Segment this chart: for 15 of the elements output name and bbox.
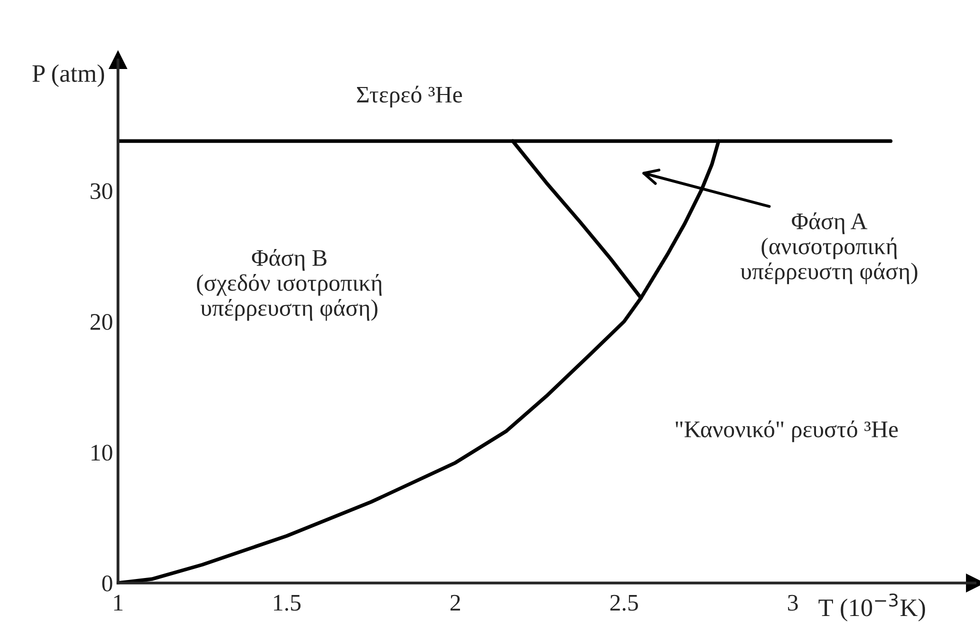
x-tick-label: 2.5 [610, 594, 638, 611]
y-tick-label: 20 [90, 314, 112, 330]
x-tick-label: 1 [114, 594, 122, 610]
annotation: Φάση B (σχεδόν ισοτροπική υπέρρευστη φάση) [196, 249, 382, 321]
x-axis-title: T (10$^{−3}$K) [818, 593, 926, 622]
y-tick-label: 0 [102, 575, 112, 592]
x-tick-label: 3 [788, 594, 798, 611]
x-tick-label: 2 [450, 594, 460, 610]
y-axis-title: P (atm) [32, 64, 104, 88]
y-tick-label: 30 [90, 183, 112, 200]
annotation: Φάση A (ανισοτροπική υπέρρευστη φάση) [740, 212, 918, 284]
x-tick-label: 1.5 [274, 594, 301, 611]
annotation: Στερεό ³He [356, 86, 462, 108]
y-tick-label: 10 [92, 444, 112, 461]
annotation: "Κανονικό" ρευστό ³He [676, 420, 898, 442]
